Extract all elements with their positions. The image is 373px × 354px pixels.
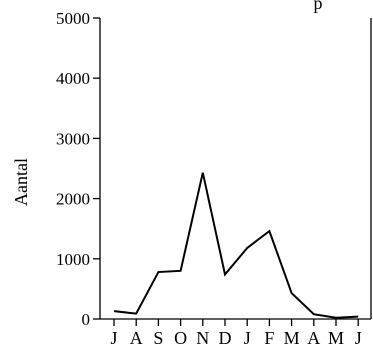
plot-frame [99,18,372,320]
x-tick-label: S [153,328,163,348]
y-axis: 0 1000 2000 3000 4000 5000 [56,9,100,329]
x-tick-label: A [130,328,143,348]
x-tick-label: M [284,328,300,348]
x-tick-label: O [174,328,187,348]
y-tick-label: 2000 [56,190,90,209]
x-tick-label: N [196,328,209,348]
x-tick-label: D [219,328,232,348]
y-tick-label: 5000 [56,9,90,28]
x-tick-label: M [328,328,344,348]
y-tick-label: 4000 [56,69,90,88]
x-tick-label: F [264,328,274,348]
y-tick-label: 3000 [56,129,90,148]
y-tick-label: 0 [82,310,91,329]
chart-title-fragment: p [314,0,323,13]
series-line [113,172,359,319]
series-group [113,172,359,319]
y-axis-title: Aantal [11,158,31,206]
y-tick-label: 1000 [56,250,90,269]
x-tick-label: J [355,328,362,348]
x-tick-label: J [244,328,251,348]
x-tick-label: A [307,328,320,348]
x-tick-label: J [110,328,117,348]
